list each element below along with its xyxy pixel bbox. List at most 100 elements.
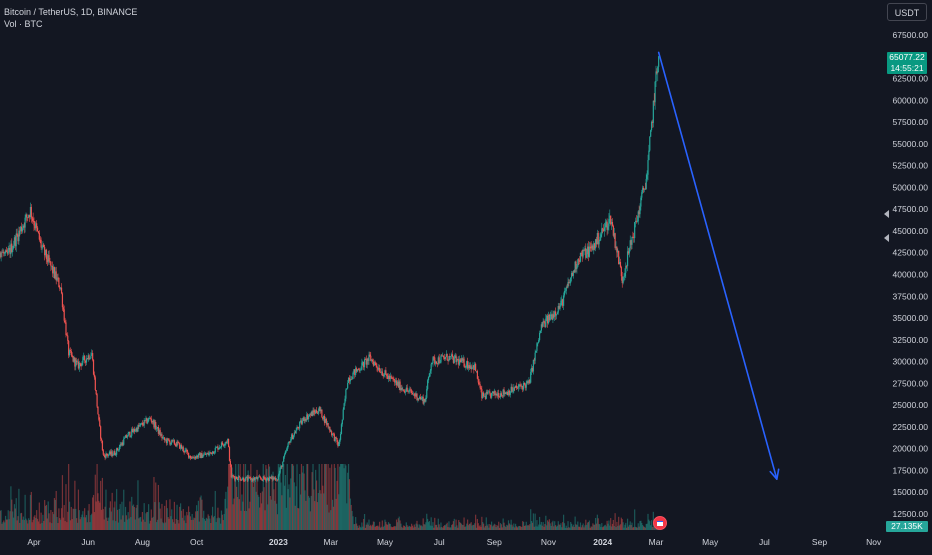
- volume-bar: [272, 471, 274, 530]
- time-axis-label: Jun: [81, 537, 95, 547]
- candle: [326, 423, 328, 425]
- candle: [522, 386, 524, 390]
- volume-bar: [569, 527, 571, 530]
- candle: [405, 387, 407, 392]
- candle: [226, 441, 228, 443]
- volume-bar: [467, 525, 470, 530]
- volume-bar: [73, 509, 75, 530]
- candle: [334, 436, 336, 441]
- volume-bar: [590, 526, 592, 530]
- candle: [572, 270, 574, 276]
- candle: [325, 418, 327, 425]
- candle: [456, 359, 458, 363]
- volume-bar: [145, 513, 147, 530]
- volume-bar: [307, 495, 310, 530]
- volume-bar: [573, 527, 575, 530]
- volume-bar: [568, 527, 570, 530]
- volume-bar: [382, 527, 384, 530]
- candle: [372, 361, 375, 366]
- volume-bar: [322, 485, 324, 530]
- candle: [282, 461, 284, 467]
- volume-bar: [275, 503, 278, 530]
- volume-bar: [160, 518, 162, 530]
- candle: [182, 447, 184, 452]
- candle: [43, 244, 45, 248]
- candle: [611, 222, 614, 226]
- volume-bar: [555, 526, 558, 530]
- volume-bar: [462, 525, 464, 530]
- time-axis[interactable]: Apr Jun Aug Oct 2023 Mar May Jul Sep Nov 2024 Mar Ma…: [27, 537, 882, 547]
- volume-bar: [44, 500, 46, 530]
- candle: [207, 452, 209, 456]
- candle: [398, 381, 400, 388]
- volume-bar: [418, 527, 420, 530]
- volume-bar: [100, 509, 103, 530]
- currency-button[interactable]: USDT: [887, 3, 927, 21]
- candle: [610, 215, 612, 225]
- volume-bar: [40, 512, 42, 530]
- candle: [148, 418, 150, 422]
- volume-bar: [470, 522, 472, 530]
- symbol-title[interactable]: Bitcoin / TetherUS, 1D, BINANCE: [4, 7, 138, 17]
- volume-bar: [243, 464, 245, 530]
- volume-bar: [104, 506, 106, 530]
- volume-bar: [55, 490, 57, 530]
- candle: [292, 435, 295, 440]
- volume-bar: [389, 523, 391, 530]
- candle: [490, 393, 492, 398]
- volume-bar: [16, 520, 18, 530]
- flag-icon[interactable]: [653, 516, 667, 530]
- candle: [186, 449, 188, 452]
- volume-bar: [257, 494, 259, 530]
- candle: [333, 434, 335, 441]
- candle: [453, 356, 455, 363]
- candle: [557, 306, 559, 313]
- volume-bar: [328, 512, 330, 530]
- volume-bar: [129, 501, 131, 530]
- volume-bar: [35, 517, 37, 530]
- chevron-left-icon[interactable]: [884, 234, 889, 242]
- volume-bar: [481, 516, 483, 530]
- volume-bar: [606, 520, 608, 530]
- candle: [330, 431, 332, 432]
- volume-bar: [223, 514, 225, 530]
- volume-bar: [156, 522, 158, 530]
- candle: [505, 392, 507, 394]
- candle: [600, 234, 602, 237]
- price-axis-label: 57500.00: [893, 117, 929, 127]
- trend-arrow[interactable]: [657, 51, 780, 480]
- candle: [306, 414, 308, 421]
- volume-bar: [428, 521, 431, 530]
- candle: [362, 361, 364, 363]
- volume-bar: [48, 513, 50, 530]
- candle: [163, 437, 165, 439]
- volume-bar: [182, 509, 184, 530]
- chevron-left-icon[interactable]: [884, 210, 889, 218]
- volume-bar: [42, 514, 44, 530]
- volume-bar: [50, 509, 52, 530]
- volume-bar: [214, 490, 216, 530]
- candle: [121, 442, 123, 446]
- price-axis[interactable]: 12500.0015000.0017500.0020000.0022500.00…: [893, 30, 929, 519]
- volume-bar: [434, 517, 436, 530]
- volume-label[interactable]: Vol · BTC: [4, 19, 43, 29]
- candle: [253, 477, 255, 480]
- volume-bar: [118, 508, 120, 530]
- candle: [332, 433, 335, 435]
- volume-bar: [448, 521, 450, 530]
- candle: [232, 475, 234, 477]
- volume-bar: [291, 464, 293, 530]
- volume-bar: [404, 527, 407, 530]
- volume-bar: [599, 524, 601, 530]
- volume-bar: [521, 526, 523, 530]
- volume-bar: [576, 524, 578, 530]
- volume-bar: [45, 504, 48, 530]
- volume-bar: [81, 514, 83, 530]
- volume-bar: [154, 502, 156, 530]
- candle: [248, 476, 250, 478]
- candle: [419, 396, 421, 399]
- candle: [271, 476, 273, 480]
- candle: [129, 432, 131, 437]
